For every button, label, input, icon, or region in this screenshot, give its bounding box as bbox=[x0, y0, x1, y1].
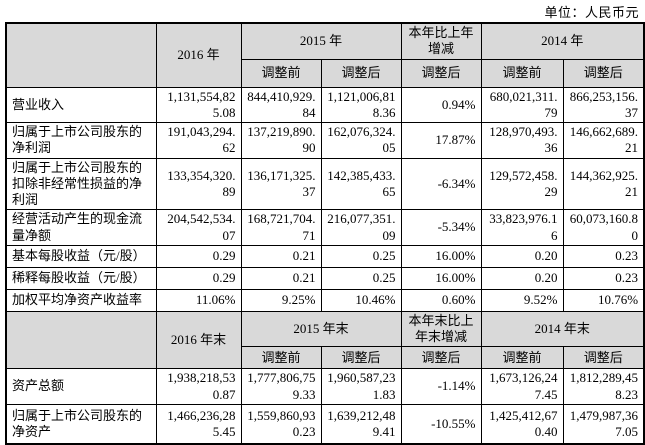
table-row: 经营活动产生的现金流量净额 204,542,534.07 168,721,704… bbox=[5, 209, 645, 246]
cell-2014-before: 33,823,976.16 bbox=[480, 209, 564, 246]
subheader-2015-adjust-before: 调整前 bbox=[240, 346, 322, 370]
cell-yoy: -6.34% bbox=[400, 157, 482, 211]
cell-yoy: -5.34% bbox=[400, 209, 482, 246]
subheader-2015-adjust-after: 调整后 bbox=[320, 346, 402, 370]
cell-2015-before: 1,777,806,759.33 bbox=[240, 368, 322, 405]
row-label: 基本每股收益（元/股） bbox=[5, 244, 157, 268]
subheader-yoy-adjust-after: 调整后 bbox=[400, 346, 482, 370]
cell-2015-before: 168,721,704.71 bbox=[240, 209, 322, 246]
cell-2015-before: 9.25% bbox=[240, 288, 322, 312]
cell-2015-before: 0.21 bbox=[240, 266, 322, 290]
subheader-2014-adjust-before: 调整前 bbox=[480, 58, 564, 88]
cell-2014-after: 146,662,689.21 bbox=[562, 122, 645, 159]
table-row: 基本每股收益（元/股） 0.29 0.21 0.25 16.00% 0.20 0… bbox=[5, 244, 645, 268]
corner-cell bbox=[5, 310, 157, 370]
table-row: 归属于上市公司股东的净利润 191,043,294.62 137,219,890… bbox=[5, 122, 645, 159]
cell-2014-after: 0.23 bbox=[562, 244, 645, 268]
cell-2015-before: 1,559,860,930.23 bbox=[240, 403, 322, 445]
row-label: 归属于上市公司股东的净利润 bbox=[5, 122, 157, 159]
cell-2014-after: 60,073,160.80 bbox=[562, 209, 645, 246]
cell-2016: 133,354,320.89 bbox=[155, 157, 242, 211]
col-header-2016: 2016 年 bbox=[155, 22, 242, 88]
col-header-2014: 2014 年 bbox=[480, 22, 645, 60]
cell-2014-after: 0.23 bbox=[562, 266, 645, 290]
cell-2015-after: 0.25 bbox=[320, 266, 402, 290]
cell-2014-after: 10.76% bbox=[562, 288, 645, 312]
unit-label: 单位：人民币元 bbox=[544, 5, 639, 20]
cell-2014-after: 866,253,156.37 bbox=[562, 86, 645, 123]
table-row: 稀释每股收益（元/股） 0.29 0.21 0.25 16.00% 0.20 0… bbox=[5, 266, 645, 290]
cell-2016: 0.29 bbox=[155, 266, 242, 290]
row-label: 营业收入 bbox=[5, 86, 157, 123]
cell-2014-after: 1,812,289,458.23 bbox=[562, 368, 645, 405]
col-header-2015: 2015 年 bbox=[240, 22, 402, 60]
row-label: 经营活动产生的现金流量净额 bbox=[5, 209, 157, 246]
cell-yoy: -10.55% bbox=[400, 403, 482, 445]
cell-2015-before: 136,171,325.37 bbox=[240, 157, 322, 211]
table-row: 资产总额 1,938,218,530.87 1,777,806,759.33 1… bbox=[5, 368, 645, 405]
subheader-2014-adjust-after: 调整后 bbox=[562, 58, 645, 88]
cell-yoy: -1.14% bbox=[400, 368, 482, 405]
subheader-2015-adjust-before: 调整前 bbox=[240, 58, 322, 88]
cell-2015-before: 137,219,890.90 bbox=[240, 122, 322, 159]
row-label: 加权平均净资产收益率 bbox=[5, 288, 157, 312]
cell-2014-after: 1,479,987,367.05 bbox=[562, 403, 645, 445]
cell-2015-before: 844,410,929.84 bbox=[240, 86, 322, 123]
col-header-2015-end: 2015 年末 bbox=[240, 310, 402, 348]
cell-2016: 1,131,554,825.08 bbox=[155, 86, 242, 123]
cell-2015-after: 162,076,324.05 bbox=[320, 122, 402, 159]
cell-yoy: 0.60% bbox=[400, 288, 482, 312]
cell-2014-before: 680,021,311.79 bbox=[480, 86, 564, 123]
cell-yoy: 17.87% bbox=[400, 122, 482, 159]
cell-2015-after: 142,385,433.65 bbox=[320, 157, 402, 211]
cell-2014-before: 128,970,493.36 bbox=[480, 122, 564, 159]
row-label: 归属于上市公司股东的扣除非经常性损益的净利润 bbox=[5, 157, 157, 211]
col-header-yoy-end: 本年末比上 年末增减 bbox=[400, 310, 482, 348]
cell-2016: 1,938,218,530.87 bbox=[155, 368, 242, 405]
cell-2015-after: 1,960,587,231.83 bbox=[320, 368, 402, 405]
cell-2016: 1,466,236,285.45 bbox=[155, 403, 242, 445]
col-header-2016-end: 2016 年末 bbox=[155, 310, 242, 370]
cell-yoy: 16.00% bbox=[400, 266, 482, 290]
col-header-2014-end: 2014 年末 bbox=[480, 310, 645, 348]
cell-2014-before: 0.20 bbox=[480, 244, 564, 268]
table-row: 归属于上市公司股东的扣除非经常性损益的净利润 133,354,320.89 13… bbox=[5, 157, 645, 211]
table-row: 营业收入 1,131,554,825.08 844,410,929.84 1,1… bbox=[5, 86, 645, 123]
cell-2015-before: 0.21 bbox=[240, 244, 322, 268]
cell-2014-before: 1,673,126,247.45 bbox=[480, 368, 564, 405]
subheader-2014-adjust-after: 调整后 bbox=[562, 346, 645, 370]
cell-2014-after: 144,362,925.21 bbox=[562, 157, 645, 211]
cell-2014-before: 1,425,412,670.40 bbox=[480, 403, 564, 445]
cell-2015-after: 0.25 bbox=[320, 244, 402, 268]
cell-2016: 0.29 bbox=[155, 244, 242, 268]
row-label: 归属于上市公司股东的净资产 bbox=[5, 403, 157, 445]
cell-2014-before: 0.20 bbox=[480, 266, 564, 290]
col-header-yoy: 本年比上年 增减 bbox=[400, 22, 482, 60]
cell-2015-after: 216,077,351.09 bbox=[320, 209, 402, 246]
cell-yoy: 16.00% bbox=[400, 244, 482, 268]
cell-2016: 191,043,294.62 bbox=[155, 122, 242, 159]
cell-2014-before: 9.52% bbox=[480, 288, 564, 312]
table-row: 归属于上市公司股东的净资产 1,466,236,285.45 1,559,860… bbox=[5, 403, 645, 445]
row-label: 资产总额 bbox=[5, 368, 157, 405]
table-row: 加权平均净资产收益率 11.06% 9.25% 10.46% 0.60% 9.5… bbox=[5, 288, 645, 312]
subheader-2014-adjust-before: 调整前 bbox=[480, 346, 564, 370]
cell-2015-after: 1,121,006,818.36 bbox=[320, 86, 402, 123]
cell-2016: 204,542,534.07 bbox=[155, 209, 242, 246]
corner-cell bbox=[5, 22, 157, 88]
subheader-2015-adjust-after: 调整后 bbox=[320, 58, 402, 88]
subheader-yoy-adjust-after: 调整后 bbox=[400, 58, 482, 88]
cell-yoy: 0.94% bbox=[400, 86, 482, 123]
row-label: 稀释每股收益（元/股） bbox=[5, 266, 157, 290]
cell-2016: 11.06% bbox=[155, 288, 242, 312]
cell-2015-after: 10.46% bbox=[320, 288, 402, 312]
financial-summary-table: 2016 年 2015 年 本年比上年 增减 2014 年 调整前 调整后 调整… bbox=[5, 22, 645, 445]
cell-2014-before: 129,572,458.29 bbox=[480, 157, 564, 211]
cell-2015-after: 1,639,212,489.41 bbox=[320, 403, 402, 445]
